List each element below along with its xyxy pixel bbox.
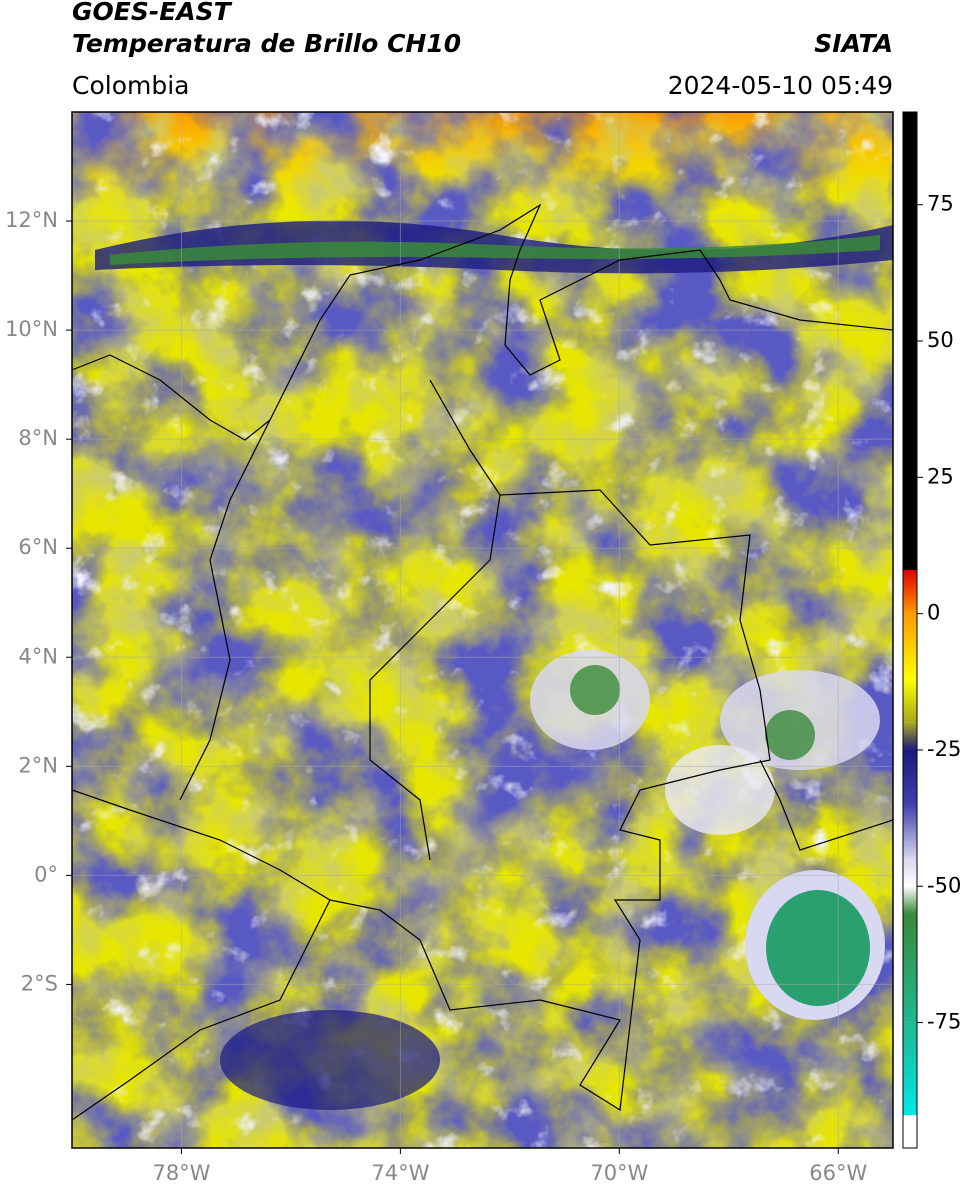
colorbar-segment	[903, 804, 917, 860]
satellite-image	[72, 112, 893, 1148]
colorbar-frame	[902, 111, 918, 1149]
y-tick-label: 8°N	[18, 426, 58, 450]
colorbar-tick-label: -25	[927, 737, 961, 761]
y-tick-label: 2°S	[21, 971, 58, 995]
colorbar-tick-label: -50	[927, 873, 961, 897]
y-tick-label: 12°N	[5, 208, 58, 232]
colorbar-segment	[903, 613, 917, 680]
y-tick-label: 2°N	[18, 753, 58, 777]
y-tick-label: 6°N	[18, 535, 58, 559]
colorbar-segment	[903, 1115, 917, 1148]
y-tick-label: 0°	[34, 862, 58, 886]
colorbar-tick-label: 75	[927, 192, 954, 216]
colorbar-segment	[903, 886, 917, 914]
colorbar-segment	[903, 749, 917, 805]
x-tick-label: 70°W	[590, 1161, 648, 1185]
colorbar-tick-label: 0	[927, 601, 940, 625]
subtitle: Temperatura de Brillo CH10	[72, 29, 461, 58]
source: SIATA	[814, 29, 893, 58]
colorbar-segment	[903, 859, 917, 887]
colorbar-tick-label: 50	[927, 328, 954, 352]
title: GOES-EAST	[72, 0, 233, 26]
colorbar-segment	[903, 722, 917, 750]
colorbar-tick-label: -75	[927, 1010, 961, 1034]
colorbar-segment	[903, 112, 917, 571]
colorbar-segment	[903, 570, 917, 614]
colorbar-segment	[903, 913, 917, 1023]
y-tick-label: 10°N	[5, 317, 58, 341]
region: Colombia	[72, 71, 189, 100]
y-tick-label: 4°N	[18, 644, 58, 668]
x-tick-label: 78°W	[152, 1161, 210, 1185]
colorbar-segment	[903, 1022, 917, 1116]
borders	[72, 203, 893, 1121]
map-frame	[71, 111, 894, 1149]
colorbar-tick-label: 25	[927, 464, 954, 488]
datetime: 2024-05-10 05:49	[668, 71, 893, 100]
x-tick-label: 74°W	[371, 1161, 429, 1185]
x-tick-label: 66°W	[809, 1161, 867, 1185]
colorbar-segment	[903, 679, 917, 723]
